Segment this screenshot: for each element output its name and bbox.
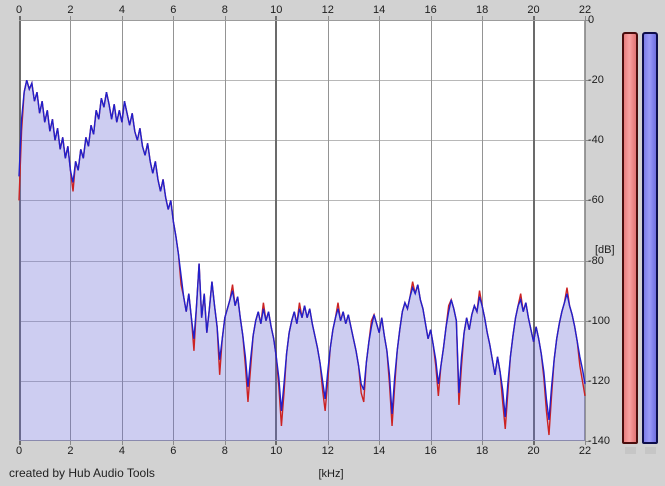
y-tick-label: -60 [588, 194, 604, 207]
y-tick-label: -80 [588, 254, 604, 267]
spectrum-chart [18, 16, 590, 445]
x-tick-label-top: 16 [424, 4, 437, 16]
y-tick-label: -20 [588, 74, 604, 87]
y-tick-label: -100 [588, 314, 611, 327]
spectrum-trace-left-channel [18, 79, 586, 421]
y-tick-label: -120 [588, 374, 611, 387]
meter-shadow [625, 447, 636, 454]
spectrum-plot-area [18, 16, 590, 445]
x-tick-label-top: 20 [527, 4, 540, 16]
y-tick-label: -40 [588, 134, 604, 147]
x-tick-label-bottom: 8 [221, 445, 228, 457]
x-axis-unit-label: [kHz] [318, 468, 344, 480]
x-tick-label-bottom: 20 [527, 445, 540, 457]
spectrum-area-fill [19, 80, 585, 441]
x-tick-label-top: 12 [321, 4, 334, 16]
x-tick-label-top: 14 [373, 4, 386, 16]
y-tick-label: -140 [588, 435, 611, 447]
credit-text: created by Hub Audio Tools [9, 466, 155, 480]
x-tick-label-top: 2 [67, 4, 74, 16]
x-tick-label-bottom: 22 [578, 445, 592, 457]
x-tick-label-bottom: 2 [67, 445, 74, 457]
meter-shadow [645, 447, 656, 454]
x-tick-label-bottom: 16 [424, 445, 437, 457]
x-tick-label-top: 22 [578, 4, 592, 16]
x-tick-label-bottom: 6 [170, 445, 177, 457]
x-tick-label-top: 0 [15, 4, 23, 16]
x-tick-label-top: 18 [475, 4, 489, 16]
x-tick-label-bottom: 18 [475, 445, 489, 457]
x-tick-label-top: 8 [221, 4, 228, 16]
y-axis-unit-label: [dB] [595, 244, 615, 256]
y-tick-label: 0 [588, 14, 595, 26]
x-tick-label-bottom: 12 [321, 445, 334, 457]
x-tick-label-bottom: 0 [15, 445, 23, 457]
level-meter-left[interactable] [622, 32, 638, 444]
x-tick-label-bottom: 10 [270, 445, 283, 457]
x-tick-label-bottom: 14 [373, 445, 386, 457]
level-meter-right[interactable] [642, 32, 658, 444]
x-tick-label-top: 6 [170, 4, 177, 16]
x-tick-label-bottom: 4 [118, 445, 125, 457]
x-tick-label-top: 10 [270, 4, 283, 16]
x-tick-label-top: 4 [118, 4, 125, 16]
